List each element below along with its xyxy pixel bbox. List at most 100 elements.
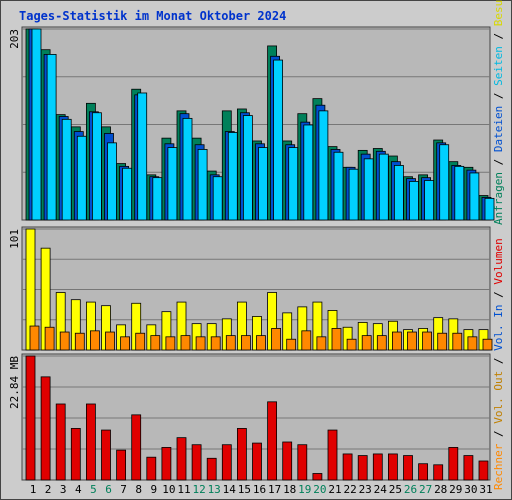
max-label-kbytes: 22.84 MB: [8, 356, 21, 409]
bar-kbytes-day-30: [463, 455, 474, 481]
bar-kbytes-day-22: [342, 453, 353, 481]
bar-kbytes-day-18: [282, 441, 293, 481]
bar-hits-day-1: [31, 28, 42, 221]
bar-kbytes-day-9: [146, 456, 157, 481]
right-top-part-5: Seiten: [492, 46, 505, 86]
bar-visits-day-17: [271, 328, 282, 351]
right-legend-top: Anfragen / Dateien / Seiten / Besuche: [492, 0, 505, 225]
x-tick-label-day-8: 8: [135, 483, 142, 496]
x-tick-label-day-4: 4: [75, 483, 82, 496]
bar-hits-day-4: [76, 135, 87, 221]
x-tick-label-day-13: 13: [208, 483, 221, 496]
bar-kbytes-day-26: [403, 455, 413, 481]
bar-visits-day-18: [286, 338, 297, 351]
bar-kbytes-day-23: [357, 455, 368, 481]
right-top-part-3: Dateien: [492, 106, 505, 152]
bar-visits-day-16: [256, 335, 266, 351]
bar-visits-day-4: [74, 332, 85, 351]
bar-hits-day-23: [363, 158, 374, 221]
bar-hits-day-28: [439, 144, 450, 221]
bar-hits-day-24: [378, 153, 389, 221]
bar-hits-day-16: [258, 147, 268, 221]
bar-hits-day-31: [484, 197, 495, 221]
bar-kbytes-day-11: [176, 437, 187, 481]
bar-visits-day-22: [346, 338, 357, 351]
max-label-hits: 203: [8, 29, 21, 49]
bar-hits-day-21: [333, 151, 344, 221]
bar-visits-day-9: [150, 335, 161, 351]
bar-kbytes-day-8: [131, 414, 142, 481]
bar-hits-day-11: [182, 117, 193, 221]
bar-kbytes-day-25: [387, 453, 398, 481]
bar-visits-day-19: [301, 330, 312, 351]
bar-hits-day-25: [393, 165, 404, 221]
bar-kbytes-day-13: [206, 457, 217, 481]
bar-hits-day-8: [137, 92, 148, 221]
x-tick-label-day-6: 6: [105, 483, 112, 496]
x-tick-label-day-9: 9: [150, 483, 157, 496]
right-top-part-2: /: [492, 152, 505, 172]
right-top-part-4: /: [492, 86, 505, 106]
bar-hits-day-17: [273, 59, 284, 221]
bar-visits-day-8: [135, 332, 146, 351]
bar-hits-day-14: [227, 132, 238, 221]
x-tick-label-day-19: 19: [298, 483, 311, 496]
bar-visits-day-25: [391, 331, 402, 351]
x-tick-label-day-15: 15: [238, 483, 251, 496]
bar-kbytes-day-16: [252, 442, 262, 481]
x-tick-label-day-21: 21: [328, 483, 341, 496]
bar-visits-day-5: [90, 330, 100, 351]
x-tick-label-day-26: 26: [404, 483, 417, 496]
bar-kbytes-day-5: [86, 403, 96, 481]
right-mid-part-1: Rechner: [492, 443, 505, 490]
bar-hits-day-13: [212, 176, 223, 221]
bar-kbytes-day-6: [101, 429, 111, 481]
x-tick-label-day-27: 27: [419, 483, 432, 496]
panel-visits: 101: [8, 226, 493, 351]
bar-hits-day-5: [92, 112, 102, 221]
bar-hits-day-9: [152, 177, 163, 221]
x-tick-label-day-18: 18: [283, 483, 296, 496]
right-top-part-7: Besuche: [492, 0, 505, 26]
x-tick-label-day-30: 30: [464, 483, 477, 496]
series-visits-2: [29, 325, 493, 351]
series-kbytes-1: [25, 355, 489, 481]
bar-kbytes-day-15: [236, 428, 247, 481]
bar-hits-day-29: [454, 165, 465, 221]
right-mid-part-3: Vol. Out: [492, 371, 505, 424]
right-top-part-1: Anfragen: [492, 172, 505, 225]
bar-visits-day-6: [105, 331, 115, 351]
bar-visits-day-20: [316, 336, 327, 351]
panel-kbytes: 22.84 MB: [8, 353, 491, 481]
bar-visits-day-12: [195, 336, 206, 351]
bar-visits-day-28: [437, 332, 448, 351]
bar-hits-day-15: [242, 115, 253, 221]
x-tick-label-day-3: 3: [60, 483, 67, 496]
right-mid-part-6: /: [492, 285, 505, 305]
x-tick-label-day-25: 25: [389, 483, 402, 496]
bar-hits-day-12: [197, 149, 208, 221]
bar-kbytes-day-1: [25, 355, 36, 481]
bar-hits-day-18: [288, 147, 299, 221]
x-tick-label-day-2: 2: [45, 483, 52, 496]
bar-visits-day-23: [361, 335, 372, 351]
bar-kbytes-day-31: [478, 460, 489, 481]
x-tick-label-day-23: 23: [359, 483, 372, 496]
bar-kbytes-day-2: [40, 376, 51, 481]
bar-kbytes-day-24: [372, 453, 383, 481]
bar-visits-day-21: [331, 328, 342, 351]
bar-visits-day-1: [29, 325, 40, 351]
bar-kbytes-day-4: [70, 428, 81, 481]
bar-hits-day-26: [409, 181, 419, 221]
bar-visits-day-24: [376, 335, 387, 351]
bar-visits-day-11: [180, 335, 191, 351]
bar-visits-day-3: [59, 331, 70, 351]
bar-hits-day-10: [167, 147, 178, 221]
x-tick-label-day-14: 14: [223, 483, 237, 496]
x-tick-label-day-22: 22: [343, 483, 356, 496]
bar-kbytes-day-3: [55, 403, 66, 481]
x-tick-label-day-11: 11: [177, 483, 190, 496]
bar-kbytes-day-14: [221, 444, 232, 481]
bar-hits-day-3: [61, 118, 72, 221]
